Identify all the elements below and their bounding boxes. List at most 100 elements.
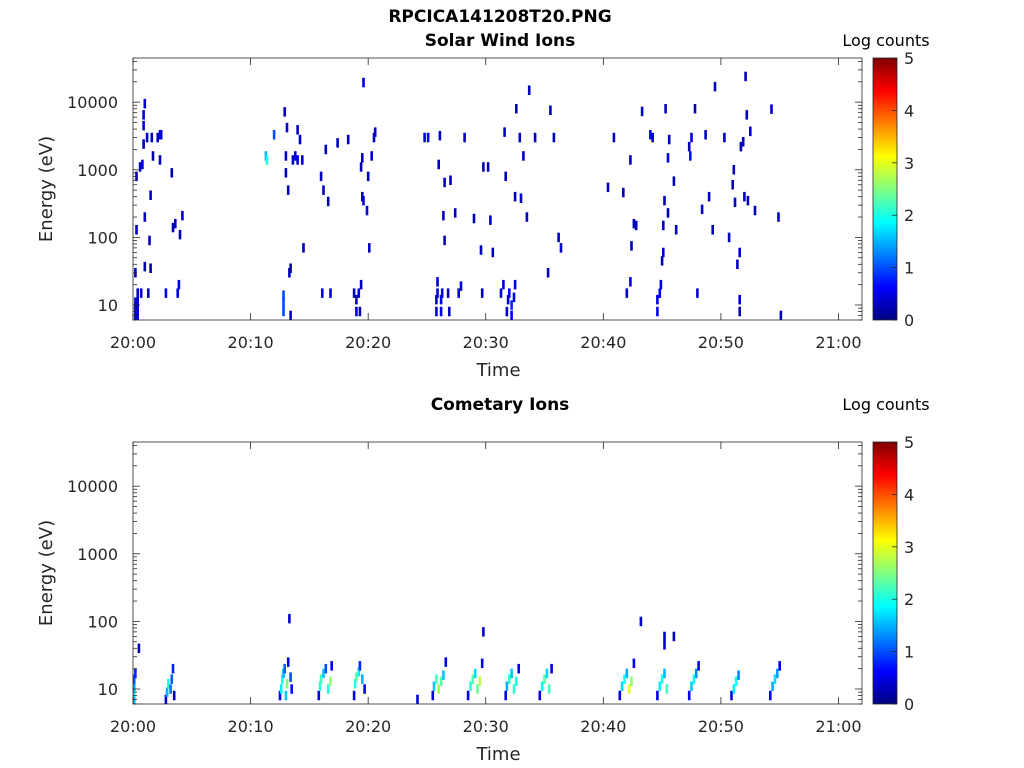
- data-cell: [158, 155, 162, 165]
- data-cell: [132, 674, 136, 684]
- panel-1-colorbar-label: Log counts: [842, 31, 930, 50]
- data-cell: [687, 690, 691, 701]
- data-cell: [322, 668, 325, 679]
- data-cell: [779, 310, 783, 320]
- data-cell: [658, 681, 662, 691]
- data-cell: [711, 225, 714, 235]
- data-cell: [543, 674, 546, 684]
- data-cell: [165, 687, 169, 697]
- colorbar-tick-label: 4: [904, 485, 914, 504]
- data-cell: [549, 105, 552, 115]
- data-cell: [355, 306, 358, 317]
- data-cell: [372, 132, 376, 143]
- data-cell: [435, 294, 438, 305]
- data-cell: [279, 684, 283, 694]
- data-cell: [353, 678, 357, 689]
- data-cell: [302, 243, 305, 253]
- x-tick-label: 20:40: [580, 333, 626, 352]
- data-cell: [687, 141, 691, 152]
- plot-area: [133, 442, 862, 704]
- data-cell: [738, 306, 741, 317]
- data-cell: [265, 155, 269, 165]
- data-cell: [629, 155, 632, 165]
- data-cell: [674, 225, 678, 235]
- data-cell: [700, 204, 704, 215]
- data-cell: [358, 306, 362, 317]
- data-cell: [177, 279, 181, 290]
- data-cell: [319, 171, 323, 182]
- data-cell: [296, 125, 299, 135]
- data-cell: [355, 294, 358, 305]
- data-cell: [612, 132, 616, 143]
- data-cell: [159, 130, 163, 140]
- data-cell: [471, 674, 475, 684]
- data-cell: [439, 676, 443, 687]
- data-cell: [745, 110, 749, 120]
- data-cell: [649, 130, 652, 140]
- data-cell: [550, 663, 553, 674]
- data-cell: [704, 130, 707, 140]
- data-cell: [174, 218, 177, 229]
- data-cell: [693, 104, 697, 114]
- data-cell: [145, 132, 149, 143]
- data-cell: [132, 681, 136, 691]
- data-cell: [136, 297, 139, 307]
- data-cell: [666, 153, 670, 163]
- data-cell: [150, 132, 154, 143]
- data-cell: [656, 306, 659, 317]
- data-cell: [737, 670, 740, 680]
- x-tick-label: 20:50: [698, 717, 744, 736]
- data-cell: [358, 661, 362, 671]
- data-cell: [141, 159, 144, 170]
- x-tick-label: 21:00: [815, 333, 861, 352]
- data-cell: [322, 185, 325, 195]
- data-cell: [449, 175, 452, 185]
- data-cell: [319, 674, 323, 684]
- data-cell: [769, 690, 772, 701]
- data-cell: [136, 310, 139, 320]
- data-cell: [171, 663, 175, 674]
- y-tick-label: 10000: [67, 477, 118, 496]
- data-cell: [138, 162, 142, 172]
- data-cell: [482, 162, 485, 172]
- data-cell: [502, 279, 505, 290]
- data-cell: [732, 165, 736, 175]
- data-cell: [658, 288, 662, 298]
- x-tick-label: 20:30: [463, 333, 509, 352]
- data-cell: [491, 247, 495, 258]
- data-cell: [172, 690, 176, 701]
- data-cell: [690, 132, 693, 143]
- axes-frame: [132, 441, 863, 705]
- colorbar-tick-label: 4: [904, 101, 914, 120]
- data-cell: [336, 138, 339, 148]
- data-cell: [723, 132, 726, 143]
- data-cell: [738, 247, 741, 258]
- data-cell: [164, 288, 168, 298]
- data-cell: [480, 288, 484, 298]
- data-cell: [368, 243, 371, 253]
- data-cell: [363, 684, 366, 694]
- y-tick-label: 10000: [67, 93, 118, 112]
- data-cell: [540, 681, 544, 691]
- data-cell: [640, 106, 644, 117]
- data-cell: [143, 98, 147, 109]
- data-cell: [662, 220, 665, 231]
- data-cell: [692, 674, 696, 684]
- data-cell: [459, 281, 463, 291]
- data-cell: [282, 306, 285, 317]
- colorbar-tick-label: 2: [904, 590, 914, 609]
- data-cell: [618, 690, 622, 701]
- data-cell: [448, 306, 451, 317]
- data-cell: [730, 690, 733, 701]
- data-cell: [362, 77, 365, 88]
- x-tick-label: 20:10: [228, 333, 274, 352]
- data-cell: [443, 177, 446, 188]
- data-cell: [440, 288, 444, 298]
- data-cell: [512, 292, 516, 303]
- data-cell: [689, 151, 692, 161]
- data-cell: [771, 681, 774, 691]
- data-cell: [436, 277, 439, 287]
- data-cell: [142, 139, 145, 149]
- panel-1-title: Solar Wind Ions: [424, 31, 576, 51]
- data-cell: [473, 668, 477, 679]
